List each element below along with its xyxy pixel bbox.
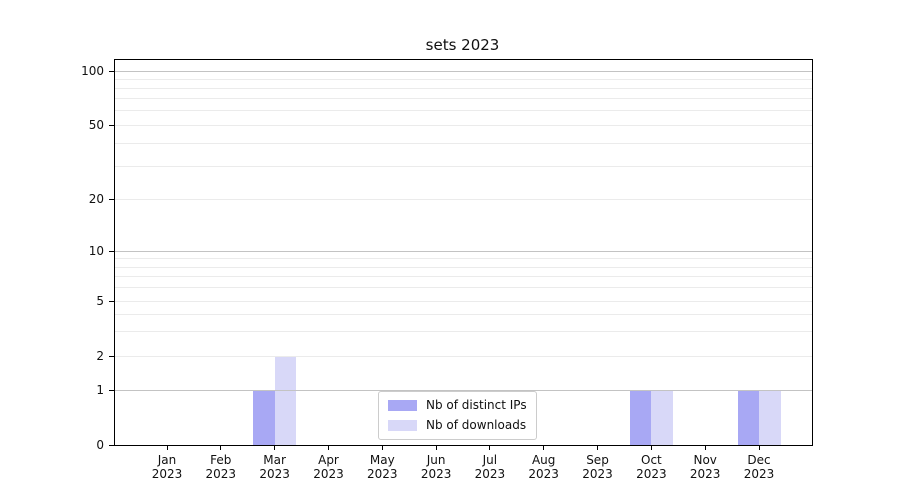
x-tick-label: May 2023 <box>352 453 412 481</box>
gridline-minor <box>115 276 812 278</box>
x-tick-mark <box>758 445 760 450</box>
x-tick-label-month: Mar <box>263 453 286 467</box>
x-tick-mark <box>650 445 652 450</box>
x-tick-label-year: 2023 <box>420 467 452 481</box>
x-tick-label-year: 2023 <box>205 467 237 481</box>
y-tick-mark <box>109 300 114 302</box>
gridline-major <box>115 389 812 391</box>
y-tick-mark <box>109 70 114 72</box>
x-tick-label-year: 2023 <box>636 467 667 481</box>
legend-label: Nb of downloads <box>426 418 527 432</box>
gridline-minor <box>115 198 812 200</box>
x-tick-mark <box>328 445 329 450</box>
gridline-minor <box>115 313 812 315</box>
gridline-minor <box>115 165 812 167</box>
x-tick-label: Sep 2023 <box>568 453 628 481</box>
x-tick-label-month: Oct <box>641 453 662 467</box>
x-tick-label-month: Nov <box>693 453 717 467</box>
bar-distinct-ips-oct <box>629 390 652 445</box>
gridline-minor <box>115 110 812 112</box>
x-tick-label-year: 2023 <box>743 467 775 481</box>
gridline-minor <box>115 98 812 100</box>
x-tick-label-year: 2023 <box>367 467 398 481</box>
x-tick-label: Apr 2023 <box>299 453 359 481</box>
x-tick-label: Feb 2023 <box>191 453 251 481</box>
x-tick-label-year: 2023 <box>528 467 559 481</box>
x-tick-mark <box>435 445 437 450</box>
x-tick-label: Jun 2023 <box>406 453 466 481</box>
x-tick-mark <box>381 445 383 450</box>
y-tick-label: 5 <box>96 294 104 308</box>
x-tick-label: Nov 2023 <box>675 453 735 481</box>
x-tick-label-month: Jan <box>157 453 177 467</box>
gridline-minor <box>115 266 812 268</box>
x-tick-label-year: 2023 <box>582 467 613 481</box>
x-tick-label-month: Feb <box>210 453 232 467</box>
y-tick-label: 100 <box>81 64 104 78</box>
x-tick-label-year: 2023 <box>689 467 721 481</box>
legend-label: Nb of distinct IPs <box>426 398 527 412</box>
x-tick-label-year: 2023 <box>474 467 506 481</box>
gridline-major <box>115 250 812 252</box>
x-tick-label-month: Sep <box>586 453 609 467</box>
bar-distinct-ips-mar <box>253 390 275 445</box>
gridline-minor <box>115 124 812 126</box>
x-tick-label-month: Jul <box>482 453 498 467</box>
x-tick-label: Dec 2023 <box>729 453 789 481</box>
gridline-minor <box>115 287 812 289</box>
bar-downloads-oct <box>651 390 673 445</box>
y-tick-label: 20 <box>88 192 104 206</box>
x-tick-label-month: Jun <box>426 453 446 467</box>
plot-area: 0 1 2 5 10 20 50 100 Jan 2023 Feb 2023 Mar 2023 Apr 202… <box>81 59 813 481</box>
x-tick-label-month: Dec <box>747 453 771 467</box>
x-tick-label: Oct 2023 <box>621 453 681 481</box>
x-tick-label: Jan 2023 <box>137 453 197 481</box>
x-tick-label-month: Apr <box>318 453 339 467</box>
gridline-minor <box>115 87 812 89</box>
y-tick-mark <box>109 389 114 391</box>
x-tick-label-year: 2023 <box>259 467 290 481</box>
chart-title: sets 2023 <box>425 36 500 54</box>
x-tick-mark <box>543 445 545 450</box>
x-tick-label-year: 2023 <box>151 467 183 481</box>
legend-swatch <box>388 400 417 411</box>
x-tick-mark <box>220 445 222 450</box>
x-tick-label-year: 2023 <box>313 467 344 481</box>
legend-item: Nb of distinct IPs <box>388 398 527 413</box>
bar-downloads-mar <box>274 356 297 445</box>
x-tick-mark <box>166 445 168 450</box>
y-tick-mark <box>109 250 114 252</box>
gridline-minor <box>115 331 812 333</box>
gridline-minor <box>115 142 812 144</box>
y-tick-label: 0 <box>96 438 104 452</box>
x-tick-mark <box>274 445 276 450</box>
bar-distinct-ips-dec <box>737 390 759 445</box>
x-tick-label: Mar 2023 <box>245 453 305 481</box>
y-tick-label: 10 <box>88 244 104 258</box>
y-tick-mark <box>109 124 114 126</box>
gridline-minor <box>115 258 812 260</box>
bar-downloads-dec <box>759 390 781 445</box>
y-tick-mark <box>109 355 114 357</box>
legend: Nb of distinct IPs Nb of downloads <box>378 391 537 440</box>
x-tick-label-month: Aug <box>531 453 556 467</box>
legend-swatch <box>388 420 417 431</box>
x-tick-label: Jul 2023 <box>460 453 520 481</box>
gridline-major <box>115 70 812 72</box>
gridline-minor <box>115 300 812 302</box>
gridline-minor <box>115 78 812 80</box>
x-tick-mark <box>489 445 491 450</box>
x-tick-label-month: May <box>369 453 395 467</box>
gridline-minor <box>115 355 812 357</box>
x-tick-mark <box>597 445 598 450</box>
y-tick-label: 1 <box>96 383 104 397</box>
x-tick-mark <box>704 445 706 450</box>
y-tick-mark <box>109 444 114 446</box>
y-tick-mark <box>109 198 114 200</box>
y-tick-label: 50 <box>88 118 104 132</box>
legend-item: Nb of downloads <box>388 418 527 433</box>
y-tick-label: 2 <box>96 349 104 363</box>
x-tick-label: Aug 2023 <box>514 453 574 481</box>
